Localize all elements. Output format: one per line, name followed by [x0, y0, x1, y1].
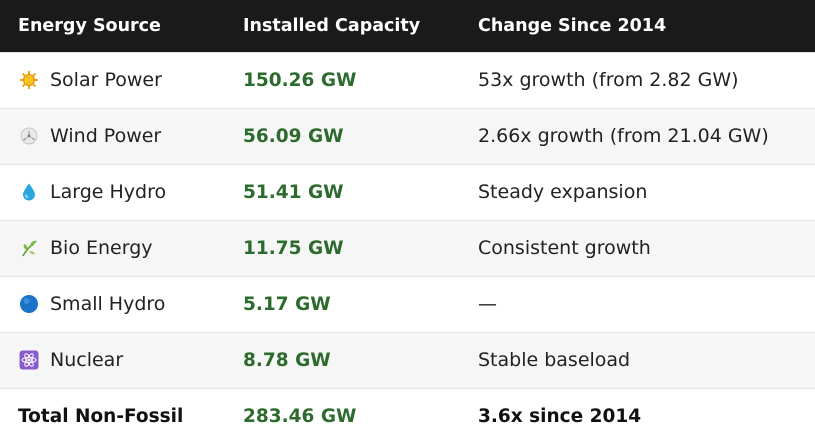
change-cell: — [478, 293, 497, 315]
source-cell: Wind Power [0, 108, 225, 164]
source-cell: Nuclear [0, 332, 225, 388]
table-row: Wind Power 56.09 GW 2.66x growth (from 2… [0, 108, 815, 164]
source-cell: Large Hydro [0, 164, 225, 220]
table-header: Energy Source Installed Capacity Change … [0, 0, 815, 52]
capacity-cell: 5.17 GW [243, 293, 331, 315]
change-cell: 2.66x growth (from 21.04 GW) [478, 125, 769, 147]
source-name: Nuclear [50, 349, 124, 371]
wind-turbine-icon [18, 125, 40, 147]
source-cell: Solar Power [0, 52, 225, 108]
total-change: 3.6x since 2014 [478, 405, 642, 427]
blue-circle-icon [18, 293, 40, 315]
header-change-since-2014: Change Since 2014 [478, 15, 667, 36]
source-cell: Bio Energy [0, 220, 225, 276]
change-cell: 53x growth (from 2.82 GW) [478, 69, 739, 91]
table-row: Bio Energy 11.75 GW Consistent growth [0, 220, 815, 276]
leaf-icon [18, 237, 40, 259]
change-cell: Steady expansion [478, 181, 648, 203]
header-installed-capacity: Installed Capacity [243, 15, 421, 36]
capacity-cell: 56.09 GW [243, 125, 344, 147]
atom-icon [18, 349, 40, 371]
capacity-cell: 11.75 GW [243, 237, 344, 259]
change-cell: Consistent growth [478, 237, 651, 259]
source-name: Bio Energy [50, 237, 153, 259]
table-row: Nuclear 8.78 GW Stable baseload [0, 332, 815, 388]
total-label: Total Non-Fossil [18, 405, 184, 427]
header-row: Energy Source Installed Capacity Change … [0, 0, 815, 52]
table-body: Solar Power 150.26 GW 53x growth (from 2… [0, 52, 815, 444]
source-cell: Small Hydro [0, 276, 225, 332]
total-capacity: 283.46 GW [243, 405, 357, 427]
source-name: Solar Power [50, 69, 162, 91]
source-name: Small Hydro [50, 293, 166, 315]
capacity-cell: 150.26 GW [243, 69, 357, 91]
source-name: Large Hydro [50, 181, 167, 203]
change-cell: Stable baseload [478, 349, 631, 371]
table-row: Large Hydro 51.41 GW Steady expansion [0, 164, 815, 220]
sun-icon [18, 69, 40, 91]
source-name: Wind Power [50, 125, 162, 147]
droplet-icon [18, 181, 40, 203]
capacity-cell: 8.78 GW [243, 349, 331, 371]
total-row: Total Non-Fossil 283.46 GW 3.6x since 20… [0, 388, 815, 444]
table-row: Small Hydro 5.17 GW — [0, 276, 815, 332]
capacity-cell: 51.41 GW [243, 181, 344, 203]
header-energy-source: Energy Source [18, 15, 161, 36]
table-row: Solar Power 150.26 GW 53x growth (from 2… [0, 52, 815, 108]
